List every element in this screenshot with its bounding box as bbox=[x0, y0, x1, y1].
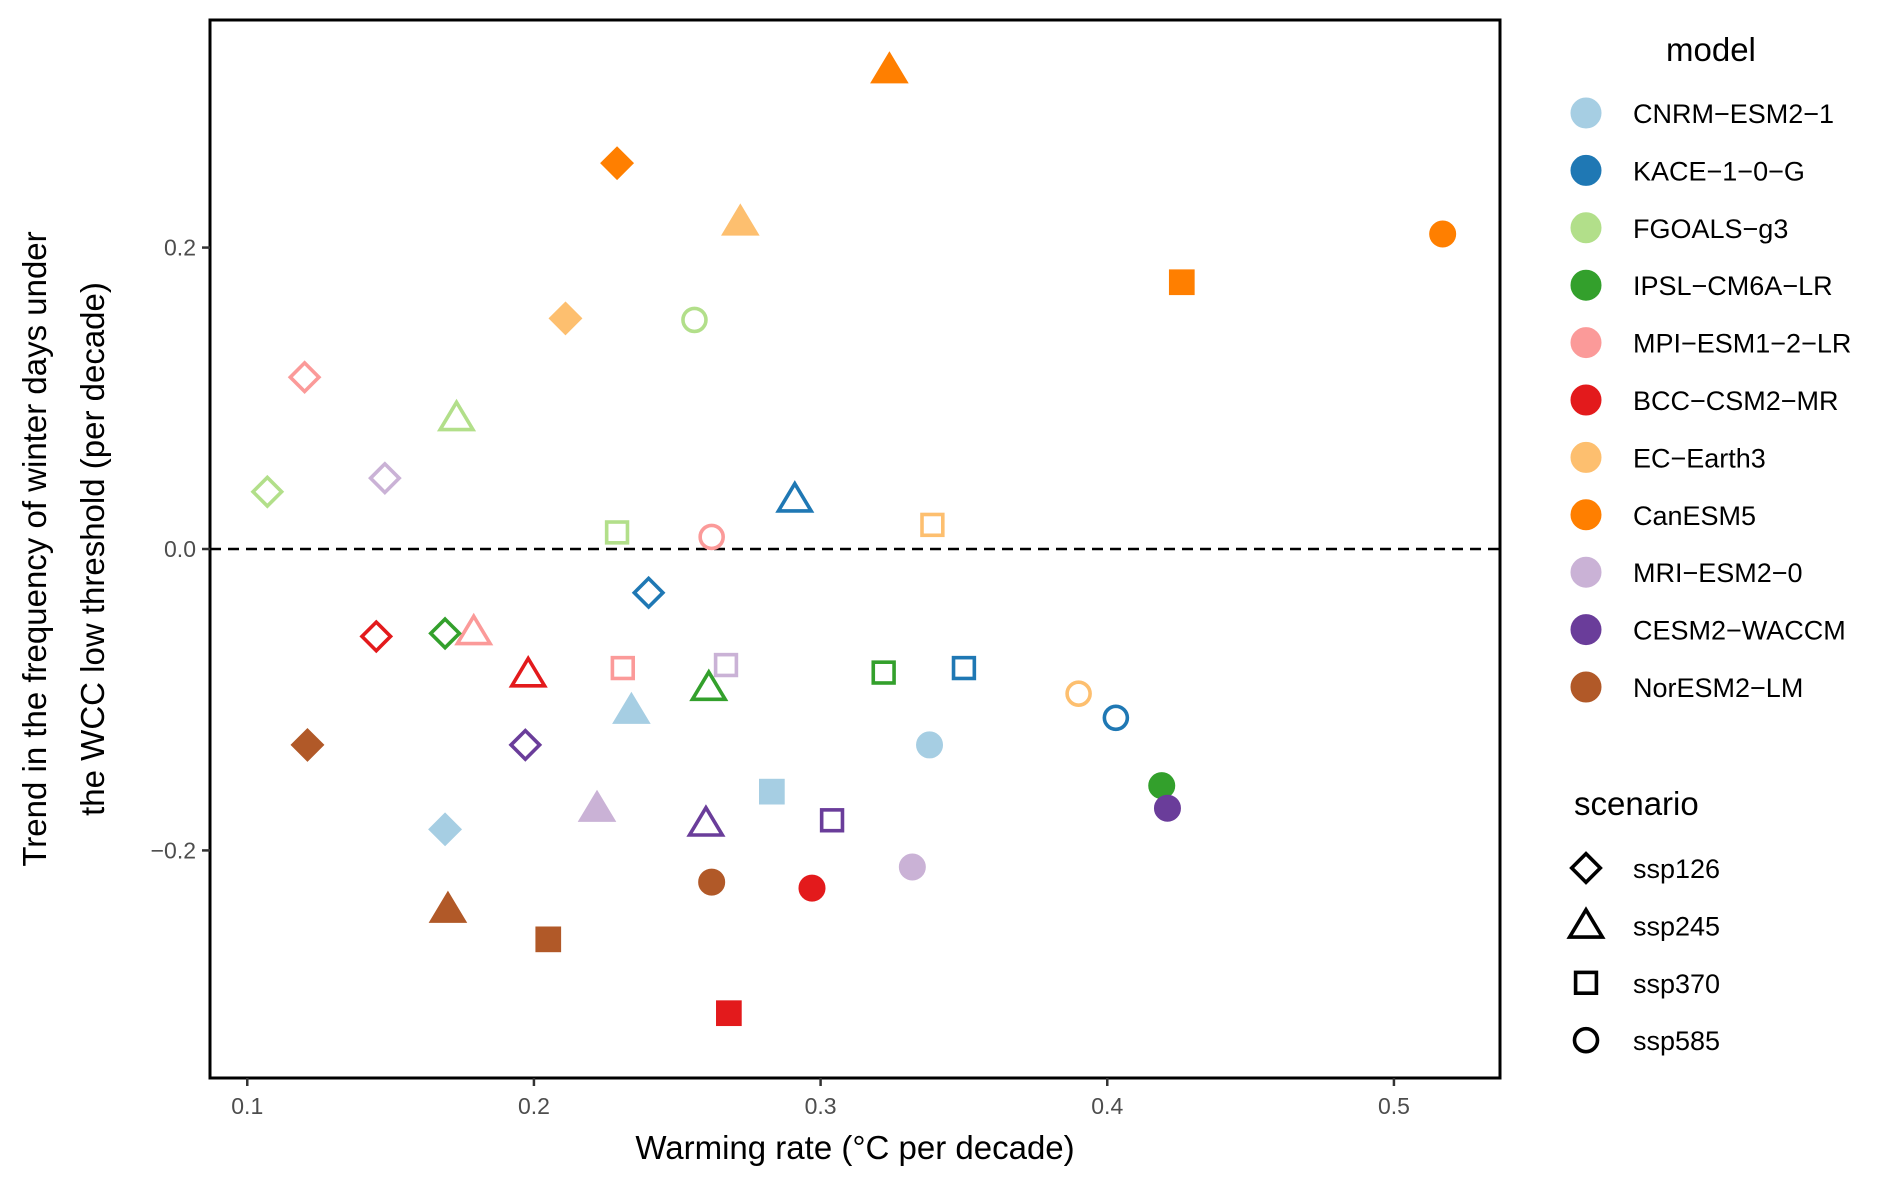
point-ec-earth3-ssp245 bbox=[721, 203, 760, 236]
legend-key-ssp245 bbox=[1566, 906, 1606, 939]
legend-label-model: BCC−CSM2−MR bbox=[1633, 386, 1839, 416]
point-mri-esm2-0-ssp126 bbox=[368, 461, 402, 496]
point-kace-1-0-g-ssp585 bbox=[1102, 704, 1130, 732]
legend-label-scenario: ssp245 bbox=[1633, 911, 1720, 941]
legend-label-model: EC−Earth3 bbox=[1633, 443, 1766, 473]
point-kace-1-0-g-ssp126 bbox=[631, 575, 666, 610]
legend-key-noresm2-lm bbox=[1570, 671, 1602, 703]
point-fgoals-g3-ssp370 bbox=[604, 520, 630, 545]
point-ec-earth3-ssp126 bbox=[548, 301, 583, 336]
plot-panel-border bbox=[208, 18, 1502, 1080]
legend-key-mpi-esm1-2-lr bbox=[1570, 327, 1602, 359]
legend-key-ssp585 bbox=[1572, 1026, 1600, 1054]
point-cnrm-esm2-1-ssp245 bbox=[612, 691, 651, 724]
point-mpi-esm1-2-lr-ssp585 bbox=[698, 523, 725, 551]
legend-key-ipsl-cm6a-lr bbox=[1570, 269, 1602, 301]
point-canesm5-ssp245 bbox=[870, 51, 909, 84]
point-cnrm-esm2-1-ssp126 bbox=[428, 812, 463, 847]
point-cesm2-waccm-ssp370 bbox=[819, 808, 845, 833]
point-fgoals-g3-ssp245 bbox=[436, 398, 477, 432]
point-ec-earth3-ssp585 bbox=[1065, 680, 1092, 707]
legend: model scenario CNRM−ESM2−1 KACE−1−0−G FGOA… bbox=[1566, 31, 1851, 1056]
point-mpi-esm1-2-lr-ssp370 bbox=[610, 655, 636, 681]
point-noresm2-lm-ssp245 bbox=[428, 890, 468, 923]
point-ipsl-cm6a-lr-ssp585 bbox=[1148, 772, 1176, 800]
point-mpi-esm1-2-lr-ssp126 bbox=[287, 360, 322, 395]
point-mri-esm2-0-ssp370 bbox=[713, 652, 739, 678]
legend-label-model: CNRM−ESM2−1 bbox=[1633, 99, 1834, 129]
point-kace-1-0-g-ssp245 bbox=[775, 480, 815, 513]
x-tick-label: 0.1 bbox=[231, 1093, 263, 1119]
point-ipsl-cm6a-lr-ssp245 bbox=[689, 668, 729, 702]
point-kace-1-0-g-ssp370 bbox=[951, 655, 977, 681]
point-fgoals-g3-ssp126 bbox=[250, 474, 285, 509]
point-noresm2-lm-ssp585 bbox=[698, 868, 726, 896]
point-noresm2-lm-ssp370 bbox=[535, 926, 562, 953]
point-cnrm-esm2-1-ssp370 bbox=[759, 778, 785, 805]
y-axis-title-line2: the WCC low threshold (per decade) bbox=[74, 282, 111, 816]
legend-model-title: model bbox=[1666, 31, 1756, 68]
legend-key-ssp370 bbox=[1573, 970, 1599, 996]
legend-key-cnrm-esm2-1 bbox=[1570, 97, 1602, 129]
point-bcc-csm2-mr-ssp245 bbox=[508, 654, 548, 688]
point-ec-earth3-ssp370 bbox=[920, 512, 945, 538]
point-ipsl-cm6a-lr-ssp126 bbox=[428, 616, 462, 651]
legend-label-scenario: ssp370 bbox=[1633, 969, 1720, 999]
legend-label-model: IPSL−CM6A−LR bbox=[1633, 271, 1833, 301]
legend-key-fgoals-g3 bbox=[1570, 212, 1602, 244]
legend-label-model: CESM2−WACCM bbox=[1633, 616, 1846, 646]
legend-key-kace-1-0-g bbox=[1570, 154, 1602, 186]
legend-key-mri-esm2-0 bbox=[1570, 556, 1602, 588]
point-bcc-csm2-mr-ssp126 bbox=[359, 619, 394, 654]
point-cesm2-waccm-ssp126 bbox=[508, 728, 543, 762]
legend-label-model: KACE−1−0−G bbox=[1633, 156, 1805, 186]
point-cnrm-esm2-1-ssp585 bbox=[916, 731, 944, 759]
x-tick-label: 0.4 bbox=[1091, 1093, 1123, 1119]
plot-marks bbox=[210, 51, 1500, 1027]
point-bcc-csm2-mr-ssp585 bbox=[798, 874, 826, 902]
point-mri-esm2-0-ssp585 bbox=[898, 853, 926, 881]
point-canesm5-ssp126 bbox=[600, 146, 635, 181]
point-cesm2-waccm-ssp245 bbox=[686, 804, 726, 837]
legend-scenario-title: scenario bbox=[1574, 785, 1699, 822]
point-ipsl-cm6a-lr-ssp370 bbox=[871, 660, 896, 685]
point-canesm5-ssp370 bbox=[1168, 269, 1195, 296]
point-canesm5-ssp585 bbox=[1429, 220, 1457, 248]
legend-key-cesm2-waccm bbox=[1570, 614, 1602, 646]
legend-key-canesm5 bbox=[1570, 499, 1602, 531]
point-cesm2-waccm-ssp585 bbox=[1153, 794, 1181, 822]
x-tick-label: 0.3 bbox=[805, 1093, 837, 1119]
legend-label-model: NorESM2−LM bbox=[1633, 673, 1803, 703]
point-mpi-esm1-2-lr-ssp245 bbox=[454, 612, 494, 646]
legend-label-scenario: ssp585 bbox=[1633, 1026, 1720, 1056]
legend-label-model: MPI−ESM1−2−LR bbox=[1633, 329, 1851, 359]
legend-key-bcc-csm2-mr bbox=[1570, 384, 1602, 416]
legend-label-model: CanESM5 bbox=[1633, 501, 1756, 531]
x-tick-label: 0.5 bbox=[1378, 1093, 1410, 1119]
y-tick-label: 0.0 bbox=[164, 536, 196, 562]
x-tick-label: 0.2 bbox=[518, 1093, 550, 1119]
x-axis-title: Warming rate (°C per decade) bbox=[635, 1129, 1074, 1166]
y-axis-title-line1: Trend in the frequency of winter days un… bbox=[16, 231, 53, 866]
point-mri-esm2-0-ssp245 bbox=[577, 789, 617, 822]
legend-label-model: FGOALS−g3 bbox=[1633, 214, 1788, 244]
legend-label-model: MRI−ESM2−0 bbox=[1633, 558, 1803, 588]
point-bcc-csm2-mr-ssp370 bbox=[716, 1000, 742, 1027]
legend-key-ec-earth3 bbox=[1570, 441, 1602, 473]
legend-key-ssp126 bbox=[1569, 851, 1603, 885]
legend-label-scenario: ssp126 bbox=[1633, 854, 1720, 884]
y-tick-label: −0.2 bbox=[151, 837, 196, 863]
point-fgoals-g3-ssp585 bbox=[681, 306, 708, 334]
y-tick-label: 0.2 bbox=[164, 235, 196, 261]
axes: 0.1 0.2 0.3 0.4 0.5 −0.2 0.0 0.2 bbox=[151, 235, 1410, 1119]
point-noresm2-lm-ssp126 bbox=[290, 727, 325, 762]
